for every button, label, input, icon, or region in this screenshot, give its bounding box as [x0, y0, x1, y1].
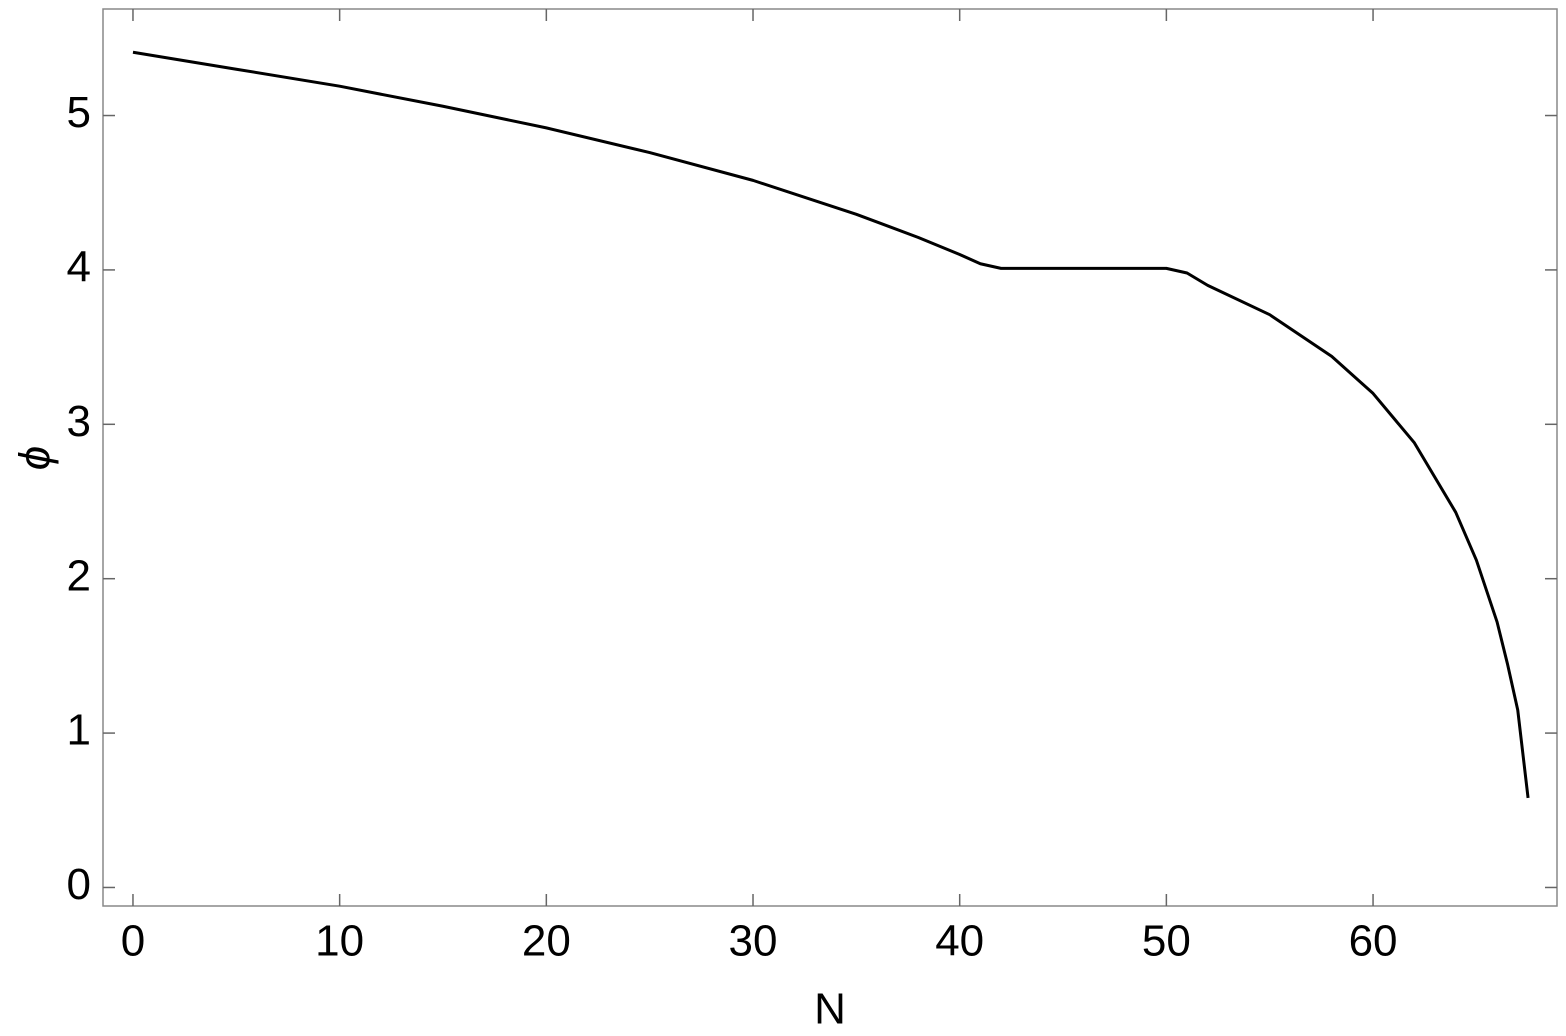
- x-tick-label: 40: [935, 917, 984, 966]
- y-tick-label: 1: [67, 706, 91, 755]
- x-tick-label: 60: [1349, 917, 1398, 966]
- data-line: [132, 50, 1530, 799]
- y-tick-label: 2: [67, 551, 91, 600]
- plot-frame: [102, 8, 1558, 907]
- y-tick-label: 4: [67, 243, 91, 292]
- x-tick-label: 50: [1142, 917, 1191, 966]
- x-tick-label: 30: [729, 917, 778, 966]
- y-tick-label: 5: [67, 88, 91, 137]
- y-tick-label: 0: [67, 860, 91, 909]
- x-tick-label: 10: [315, 917, 364, 966]
- x-tick-label: 0: [121, 917, 145, 966]
- x-tick-label: 20: [522, 917, 571, 966]
- y-tick-label: 3: [67, 397, 91, 446]
- x-axis-label: N: [814, 985, 846, 1034]
- y-axis-label: ϕ: [11, 446, 60, 470]
